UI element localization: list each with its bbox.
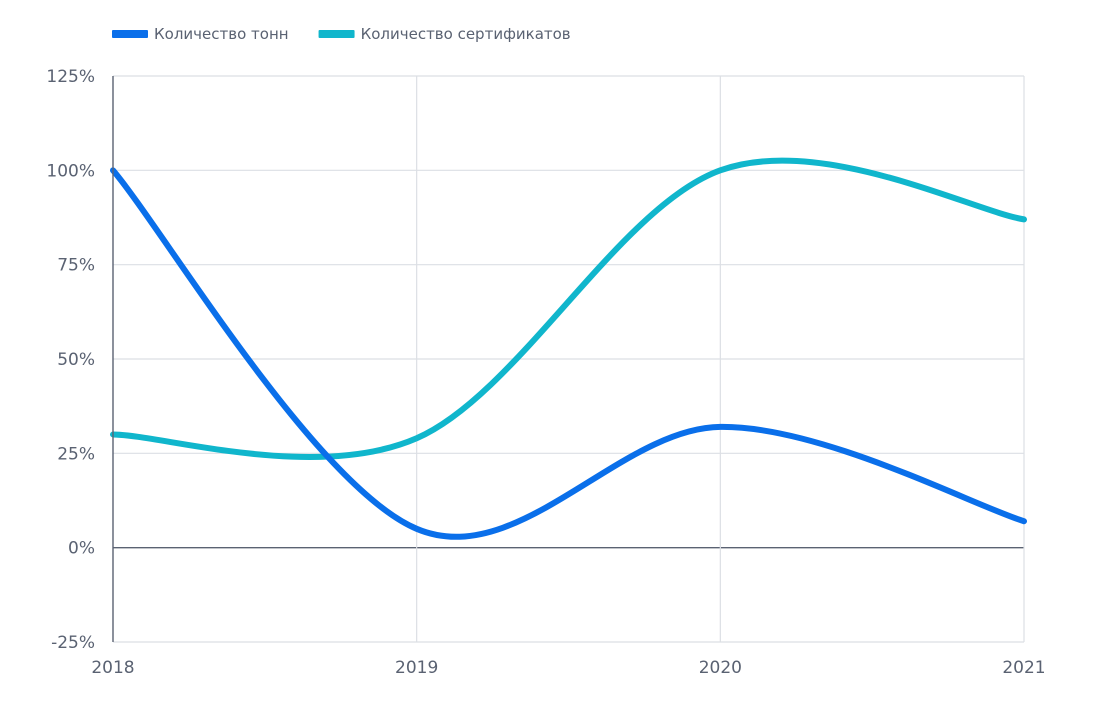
- x-tick-label: 2020: [699, 658, 742, 678]
- y-tick-label: 75%: [57, 256, 95, 276]
- x-axis-ticks: 2018 2019 2020 2021: [91, 658, 1045, 678]
- x-tick-label: 2018: [91, 658, 134, 678]
- legend-swatch: [112, 30, 148, 38]
- y-tick-label: 50%: [57, 350, 95, 370]
- series-line-2: [110, 157, 1027, 460]
- y-tick-label: 100%: [46, 161, 95, 181]
- legend-label: Количество сертификатов: [361, 25, 571, 43]
- legend-label: Количество тонн: [154, 25, 289, 43]
- series-lines: [110, 157, 1027, 540]
- x-tick-label: 2021: [1002, 658, 1045, 678]
- series-line-1: [110, 167, 1027, 540]
- y-axis-ticks: 125% 100% 75% 50% 25% 0% -25%: [46, 67, 95, 653]
- y-tick-label: 25%: [57, 444, 95, 464]
- legend: Количество тонн Количество сертификатов: [112, 25, 571, 43]
- legend-swatch: [318, 30, 355, 38]
- y-tick-label: 0%: [68, 539, 95, 559]
- y-tick-label: 125%: [46, 67, 95, 87]
- y-tick-label: -25%: [51, 633, 95, 653]
- x-tick-label: 2019: [395, 658, 438, 678]
